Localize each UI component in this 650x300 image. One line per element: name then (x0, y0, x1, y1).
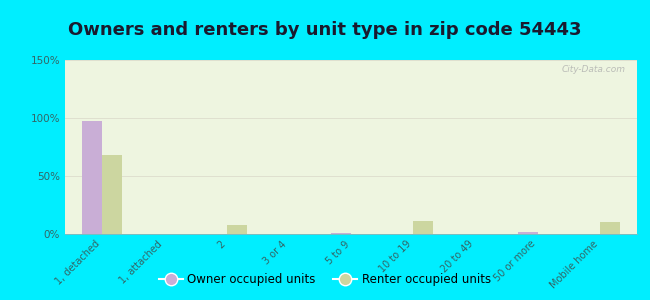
Text: Owners and renters by unit type in zip code 54443: Owners and renters by unit type in zip c… (68, 21, 582, 39)
Bar (102, 155, 122, 234)
Bar (331, 233, 351, 234)
Text: City-Data.com: City-Data.com (562, 65, 625, 74)
Bar (227, 225, 246, 234)
Bar (413, 221, 433, 234)
Bar (517, 232, 538, 234)
Legend: Owner occupied units, Renter occupied units: Owner occupied units, Renter occupied un… (154, 269, 496, 291)
Bar (600, 222, 619, 234)
Bar (83, 122, 102, 234)
